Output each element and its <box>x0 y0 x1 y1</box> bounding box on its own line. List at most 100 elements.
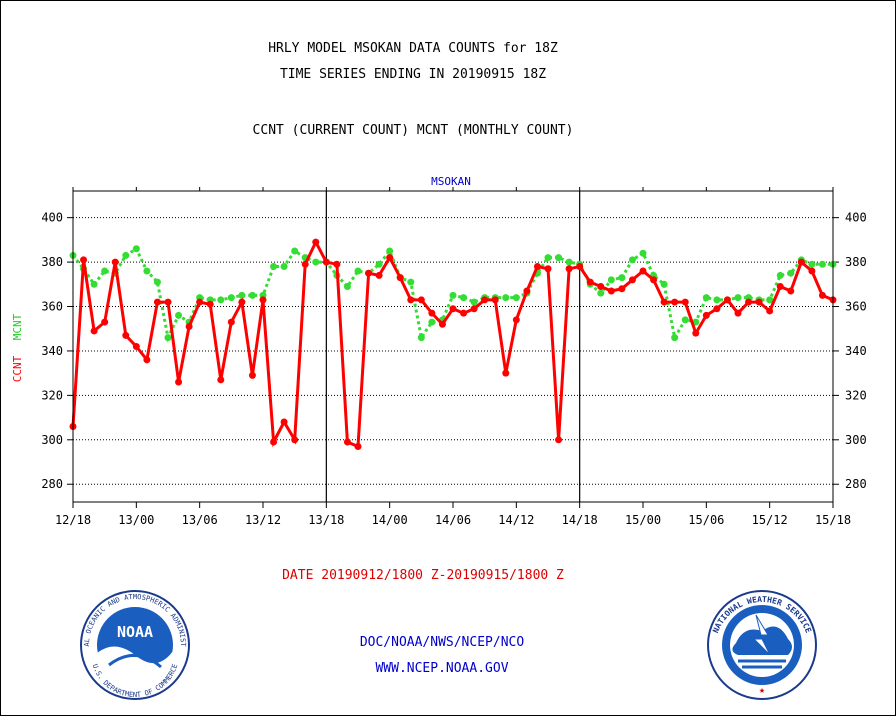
point-ccnt <box>681 298 689 306</box>
point-mcnt <box>628 256 636 264</box>
point-ccnt <box>175 378 183 386</box>
point-ccnt <box>650 276 658 284</box>
x-tick-labels: 12/18 13/00 13/06 13/12 13/18 14/00 14/06 14/12… <box>55 513 851 527</box>
point-mcnt <box>808 260 816 268</box>
point-ccnt <box>291 436 299 444</box>
point-mcnt <box>101 267 109 275</box>
point-mcnt <box>639 249 647 257</box>
point-mcnt <box>354 267 362 275</box>
y-tick-label: 380 <box>41 255 63 269</box>
point-ccnt <box>206 300 214 308</box>
point-ccnt <box>745 298 753 306</box>
point-ccnt <box>164 298 172 306</box>
point-ccnt <box>417 296 425 304</box>
point-mcnt <box>618 274 626 282</box>
point-mcnt <box>227 294 235 302</box>
point-mcnt <box>607 276 615 284</box>
point-ccnt <box>787 287 795 295</box>
point-ccnt <box>628 276 636 284</box>
point-ccnt <box>586 278 594 286</box>
point-ccnt <box>322 258 330 266</box>
y-tick-label: 300 <box>41 433 63 447</box>
point-ccnt <box>217 376 225 384</box>
point-ccnt <box>713 305 721 313</box>
point-mcnt <box>787 269 795 277</box>
point-mcnt <box>122 251 130 259</box>
point-ccnt <box>692 329 700 337</box>
point-mcnt <box>597 289 605 297</box>
point-ccnt <box>343 438 351 446</box>
point-mcnt <box>544 254 552 262</box>
y-tick-label: 340 <box>845 344 867 358</box>
series-layer <box>69 238 837 450</box>
point-ccnt <box>449 305 457 313</box>
point-ccnt <box>111 258 119 266</box>
point-ccnt <box>185 323 193 331</box>
point-mcnt <box>502 294 510 302</box>
footer-line-1: DOC/NOAA/NWS/NCEP/NCO <box>360 635 525 650</box>
point-ccnt <box>101 318 109 326</box>
point-mcnt <box>702 294 710 302</box>
point-ccnt <box>227 318 235 326</box>
point-mcnt <box>766 296 774 304</box>
point-mcnt <box>132 245 140 253</box>
point-ccnt <box>122 331 130 339</box>
x-tick-label: 14/18 <box>562 513 598 527</box>
point-mcnt <box>248 291 256 299</box>
x-tick-label: 15/00 <box>625 513 661 527</box>
point-ccnt <box>259 296 267 304</box>
point-mcnt <box>681 316 689 324</box>
point-mcnt <box>164 334 172 342</box>
point-mcnt <box>238 291 246 299</box>
title-line-2: TIME SERIES ENDING IN 20190915 18Z <box>280 67 546 82</box>
footer-line-2: WWW.NCEP.NOAA.GOV <box>375 661 508 676</box>
point-mcnt <box>428 318 436 326</box>
point-ccnt <box>565 265 573 273</box>
point-ccnt <box>365 269 373 277</box>
point-mcnt <box>312 258 320 266</box>
noaa-logo-text: NOAA <box>117 623 153 641</box>
point-ccnt <box>143 356 151 364</box>
x-tick-label: 15/06 <box>688 513 724 527</box>
y-tick-label: 300 <box>845 433 867 447</box>
y-tick-label: 380 <box>845 255 867 269</box>
y-tick-label: 340 <box>41 344 63 358</box>
point-ccnt <box>354 442 362 450</box>
point-ccnt <box>533 263 541 271</box>
point-mcnt <box>449 291 457 299</box>
title-line-1: HRLY MODEL MSOKAN DATA COUNTS for 18Z <box>268 41 558 56</box>
title-line-3: CCNT (CURRENT COUNT) MCNT (MONTHLY COUNT… <box>253 123 574 138</box>
noaa-logo: NOAA NATIONAL OCEANIC AND ATMOSPHERIC AD… <box>80 590 190 700</box>
point-mcnt <box>555 254 563 262</box>
y-tick-label: 360 <box>845 300 867 314</box>
point-ccnt <box>491 296 499 304</box>
x-tick-label: 15/12 <box>752 513 788 527</box>
point-mcnt <box>143 267 151 275</box>
point-ccnt <box>428 309 436 317</box>
point-mcnt <box>375 260 383 268</box>
point-ccnt <box>396 274 404 282</box>
point-ccnt <box>280 418 288 426</box>
x-tick-label: 14/06 <box>435 513 471 527</box>
y-tick-label: 280 <box>41 477 63 491</box>
point-mcnt <box>776 271 784 279</box>
nws-star-icon: ★ <box>759 685 765 696</box>
point-mcnt <box>460 294 468 302</box>
point-mcnt <box>407 278 415 286</box>
y-tick-labels-right: 280 300 320 340 360 380 400 <box>845 211 867 492</box>
x-tick-label: 13/18 <box>308 513 344 527</box>
y-tick-label: 320 <box>845 388 867 402</box>
y-tick-label: 400 <box>41 211 63 225</box>
point-ccnt <box>544 265 552 273</box>
point-ccnt <box>818 291 826 299</box>
point-mcnt <box>291 247 299 255</box>
point-ccnt <box>797 258 805 266</box>
point-ccnt <box>333 260 341 268</box>
y-tick-label: 280 <box>845 477 867 491</box>
point-ccnt <box>248 371 256 379</box>
date-range-label: DATE 20190912/1800 Z-20190915/1800 Z <box>282 568 564 583</box>
nws-logo: NATIONAL WEATHER SERVICE ★ <box>707 590 817 700</box>
point-ccnt <box>723 296 731 304</box>
